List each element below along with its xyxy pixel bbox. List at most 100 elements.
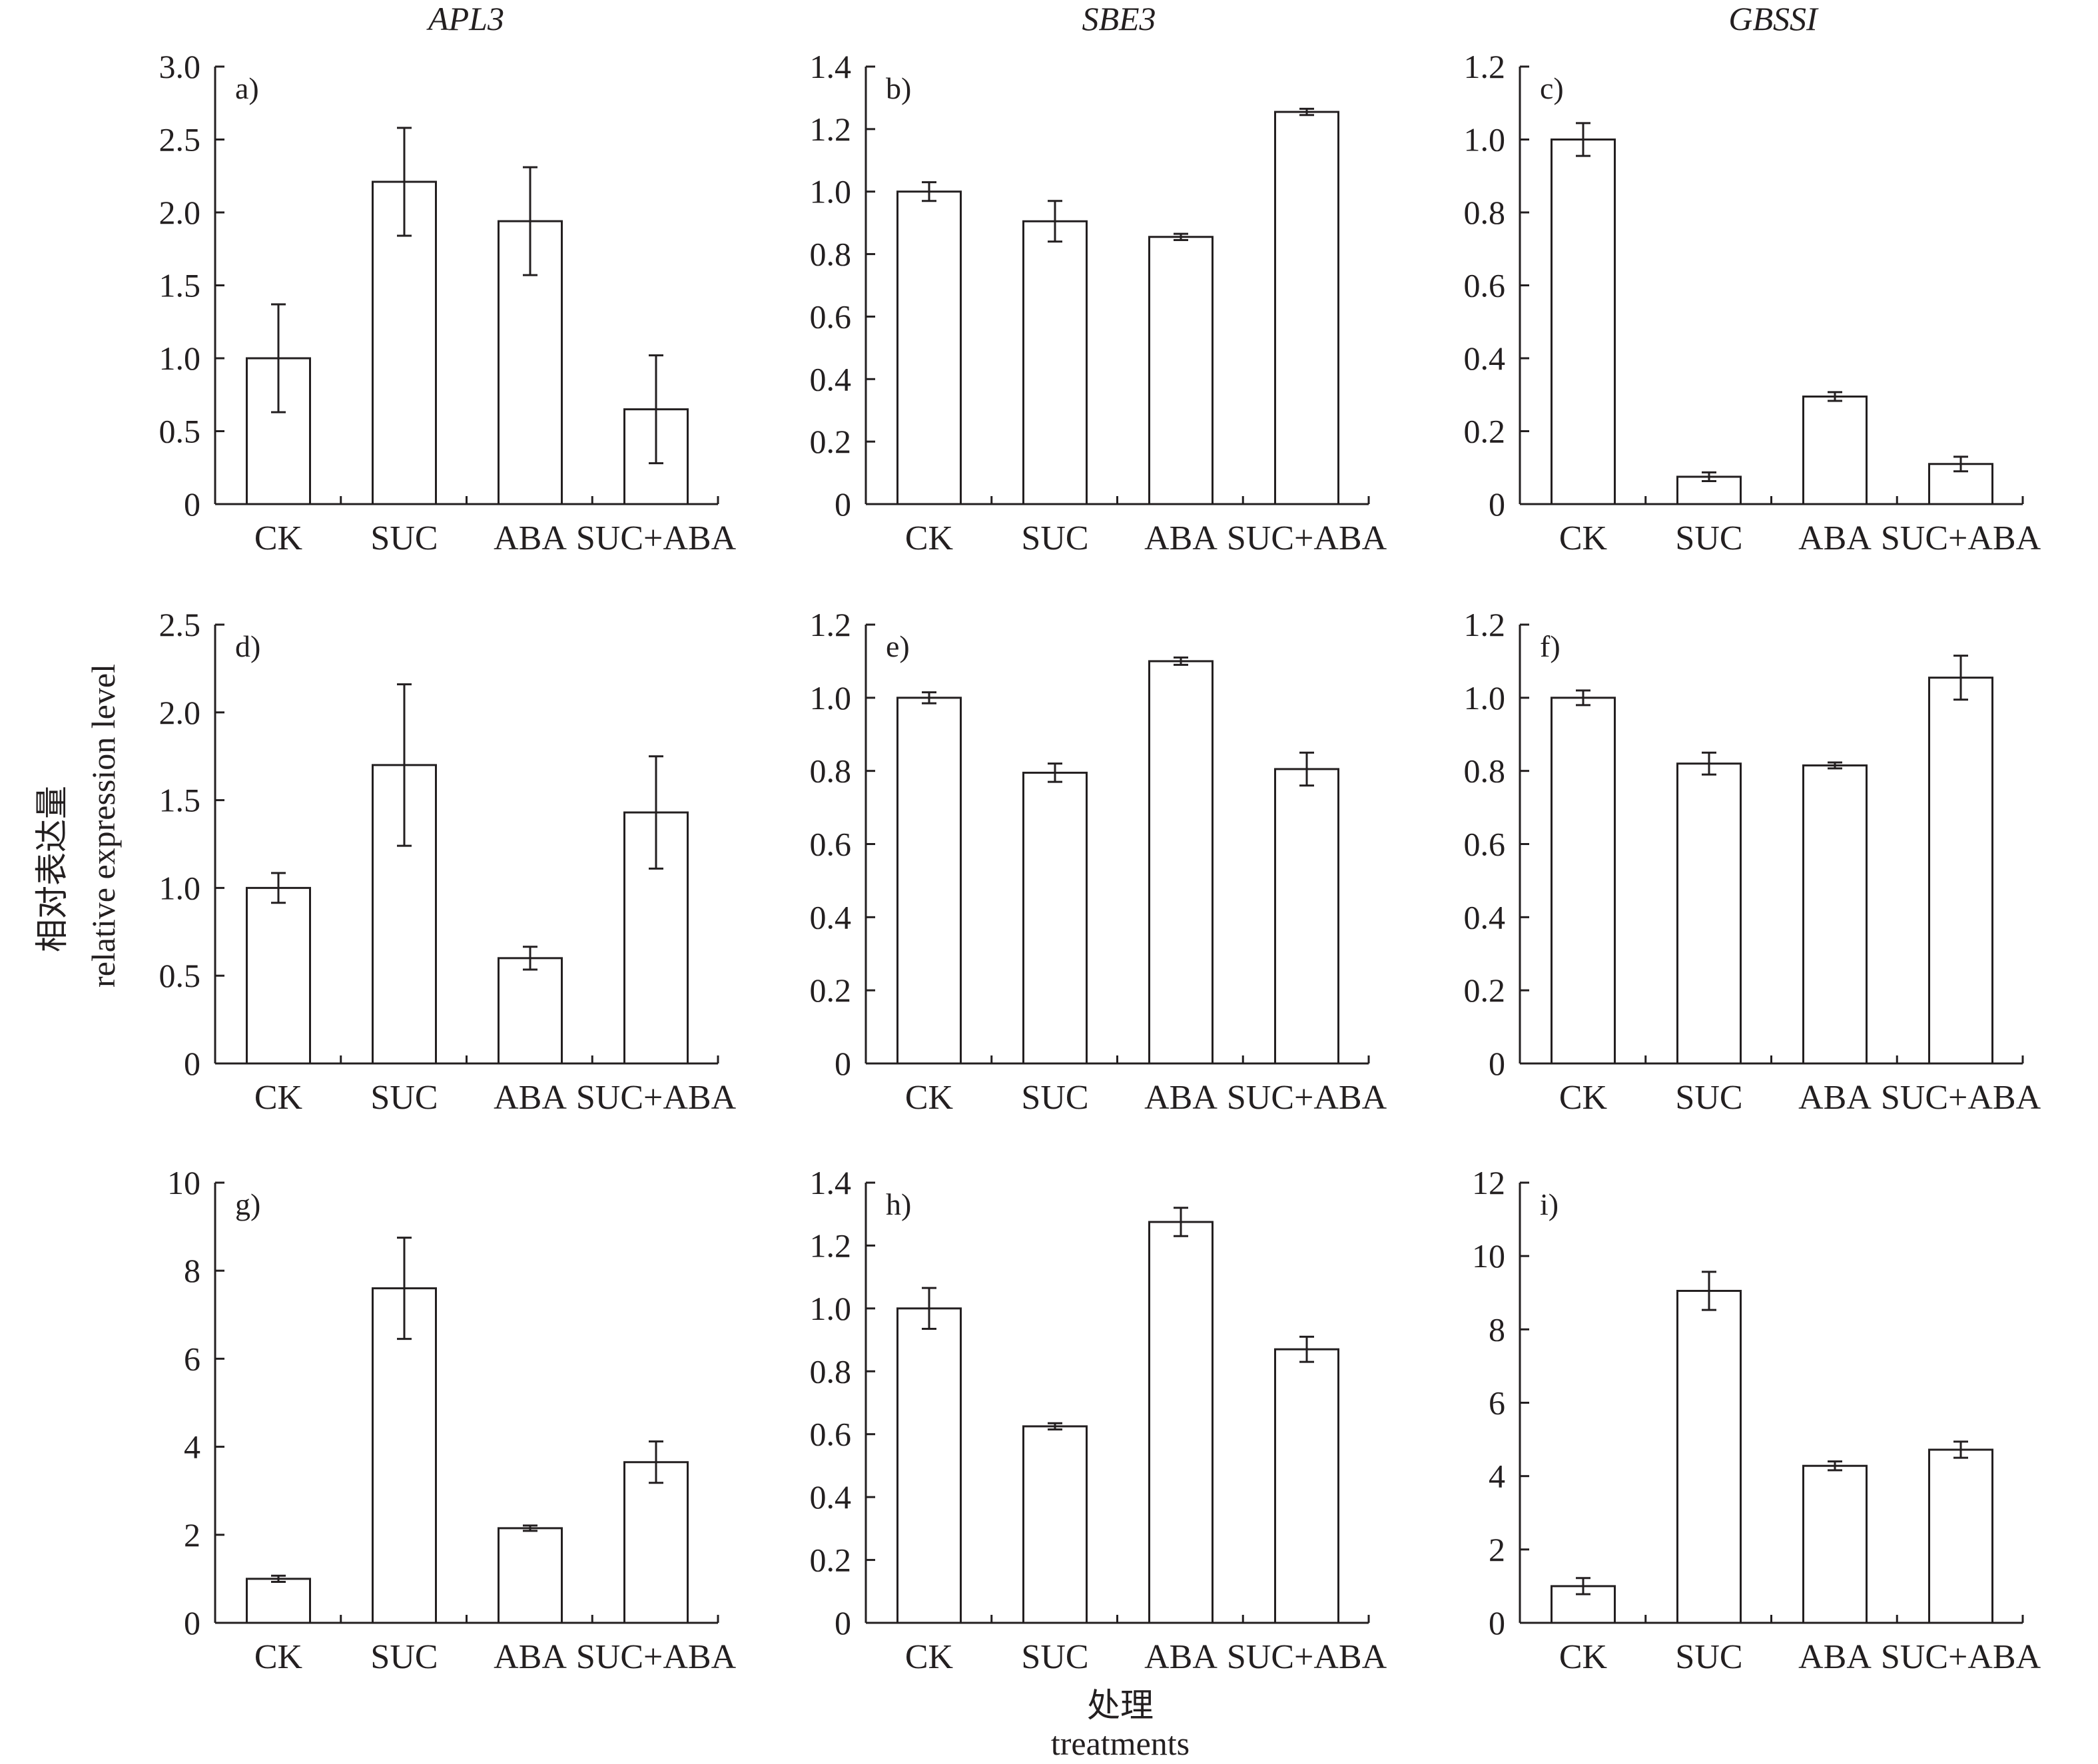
bar xyxy=(498,1527,563,1624)
y-tick-label: 1.0 xyxy=(810,1290,852,1327)
bar xyxy=(1274,1348,1339,1624)
bar xyxy=(1551,697,1616,1065)
y-tick-label: 0.4 xyxy=(1464,898,1506,936)
x-tick-label: SUC+ABA xyxy=(1881,1638,2041,1676)
y-tick-label: 8 xyxy=(184,1252,200,1289)
y-tick-label: 1.0 xyxy=(810,679,852,717)
y-tick-label: 0.8 xyxy=(810,1352,852,1390)
bar xyxy=(1802,1464,1868,1624)
y-tick-label: 1.0 xyxy=(810,173,852,210)
y-tick-label: 0 xyxy=(1489,1604,1505,1641)
y-tick-label: 0 xyxy=(835,1045,851,1082)
panel-d: 0 0.5 1.0 1.5 2.0 2.5 d) CK SUC ABA SUC+ABA xyxy=(159,606,737,1117)
x-tick-label: ABA xyxy=(494,1638,567,1676)
x-tick-label: CK xyxy=(905,519,954,557)
y-tick-label: 0 xyxy=(835,1604,851,1641)
y-tick-label: 0.2 xyxy=(1464,972,1506,1009)
panel-label: h) xyxy=(886,1187,911,1221)
bar xyxy=(1802,764,1868,1065)
y-tick-label: 1.2 xyxy=(810,606,852,643)
x-tick-label: ABA xyxy=(494,1079,567,1117)
bar xyxy=(1802,395,1868,505)
y-tick-label: 1.2 xyxy=(1464,606,1506,643)
x-tick-label: SUC+ABA xyxy=(1227,519,1387,557)
panels: 00.51.01.52.02.53.0a)CK SUC ABA SUC+ABA00.2… xyxy=(159,48,2041,1676)
x-tick-label: SUC+ABA xyxy=(1881,519,2041,557)
y-tick-label: 0 xyxy=(184,1045,200,1082)
y-tick-label: 1.2 xyxy=(1464,48,1506,85)
bar xyxy=(1022,771,1088,1065)
y-tick-label: 2.5 xyxy=(159,121,201,158)
y-tick-label: 1.5 xyxy=(159,267,201,304)
panel-label: g) xyxy=(235,1187,260,1221)
x-tick-label: ABA xyxy=(1144,1079,1218,1117)
y-tick-label: 0.8 xyxy=(1464,194,1506,231)
panel-b: 0 0.2 0.4 0.6 0.8 1.0 1.2 1.4 b) CK SUC ABA SUC+ABA xyxy=(810,48,1387,557)
y-tick-label: 0.6 xyxy=(810,298,852,335)
x-tick-label: SUC xyxy=(1021,1638,1088,1676)
x-tick-label: SUC+ABA xyxy=(1227,1079,1387,1117)
x-tick-label: SUC xyxy=(370,519,438,557)
y-tick-label: 2 xyxy=(1489,1531,1505,1568)
y-tick-label: 10 xyxy=(1472,1237,1505,1275)
bar xyxy=(1274,768,1339,1065)
y-tick-label: 0 xyxy=(184,1604,200,1641)
y-axis-label-zh: 相对表达量 xyxy=(33,786,71,952)
y-tick-label: 2.0 xyxy=(159,694,201,731)
column-title-apl3: APL3 xyxy=(426,0,504,37)
panel-h: 0 0.2 0.4 0.6 0.8 1.0 1.2 1.4 h) CK SUC ABA SUC+ABA xyxy=(810,1164,1387,1676)
bar xyxy=(1551,139,1616,505)
bar xyxy=(896,190,962,505)
x-tick-label: ABA xyxy=(1144,1638,1218,1676)
x-tick-label: CK xyxy=(905,1638,954,1676)
y-tick-label: 0 xyxy=(1489,485,1505,523)
y-tick-label: 0.2 xyxy=(810,1542,852,1579)
x-tick-label: CK xyxy=(1559,1079,1608,1117)
y-tick-label: 6 xyxy=(184,1340,200,1377)
y-tick-label: 0.6 xyxy=(810,826,852,863)
panel-label: c) xyxy=(1540,71,1564,105)
bar xyxy=(1676,762,1742,1065)
column-title-gbssi: GBSSI xyxy=(1728,0,1819,37)
y-tick-label: 1.4 xyxy=(810,1164,852,1201)
x-tick-label: ABA xyxy=(494,519,567,557)
y-axis-label-en: relative expression level xyxy=(85,664,122,988)
x-tick-label: SUC xyxy=(1021,519,1088,557)
bar xyxy=(246,886,311,1065)
panel-f: 0 0.2 0.4 0.6 0.8 1.0 1.2 f) CK SUC ABA SUC+ABA xyxy=(1464,606,2041,1117)
bar xyxy=(1676,1289,1742,1624)
x-tick-label: CK xyxy=(254,1638,303,1676)
y-tick-label: 0.2 xyxy=(810,423,852,460)
x-tick-label: SUC+ABA xyxy=(576,1638,737,1676)
y-tick-label: 1.4 xyxy=(810,48,852,85)
y-tick-label: 0.2 xyxy=(1464,413,1506,450)
x-tick-label: ABA xyxy=(1798,519,1872,557)
x-tick-label: SUC xyxy=(1675,1079,1742,1117)
y-tick-label: 0.5 xyxy=(159,957,201,994)
y-tick-label: 8 xyxy=(1489,1311,1505,1348)
y-tick-label: 0.2 xyxy=(810,972,852,1009)
x-tick-label: SUC xyxy=(1021,1079,1088,1117)
x-tick-label: SUC+ABA xyxy=(1881,1079,2041,1117)
panel-label: a) xyxy=(235,71,259,105)
y-tick-label: 0.4 xyxy=(810,1478,852,1516)
y-tick-label: 1.0 xyxy=(1464,121,1506,158)
y-tick-label: 0.5 xyxy=(159,413,201,450)
y-tick-label: 2 xyxy=(184,1516,200,1554)
y-tick-label: 2.5 xyxy=(159,606,201,643)
x-tick-label: ABA xyxy=(1144,519,1218,557)
panel-a: 0 0.5 1.0 1.5 2.0 2.5 3.0 a) CK SUC ABA SUC+ABA xyxy=(159,48,737,557)
y-tick-label: 0.4 xyxy=(810,898,852,936)
bar xyxy=(896,697,962,1065)
panel-g: 0 2 4 6 8 10 g) CK SUC ABA SUC+ABA xyxy=(167,1164,737,1676)
panel-i: 0 2 4 6 8 10 12 i) CK SUC ABA SUC+ABA xyxy=(1472,1164,2041,1676)
x-tick-label: SUC xyxy=(370,1079,438,1117)
bar xyxy=(1148,236,1214,505)
x-tick-label: CK xyxy=(254,519,303,557)
panel-label: i) xyxy=(1540,1187,1559,1221)
y-tick-label: 3.0 xyxy=(159,48,201,85)
panel-e: 0 0.2 0.4 0.6 0.8 1.0 1.2 e) CK SUC ABA SUC+ABA xyxy=(810,606,1387,1117)
y-tick-label: 12 xyxy=(1472,1164,1505,1201)
x-tick-label: CK xyxy=(1559,519,1608,557)
